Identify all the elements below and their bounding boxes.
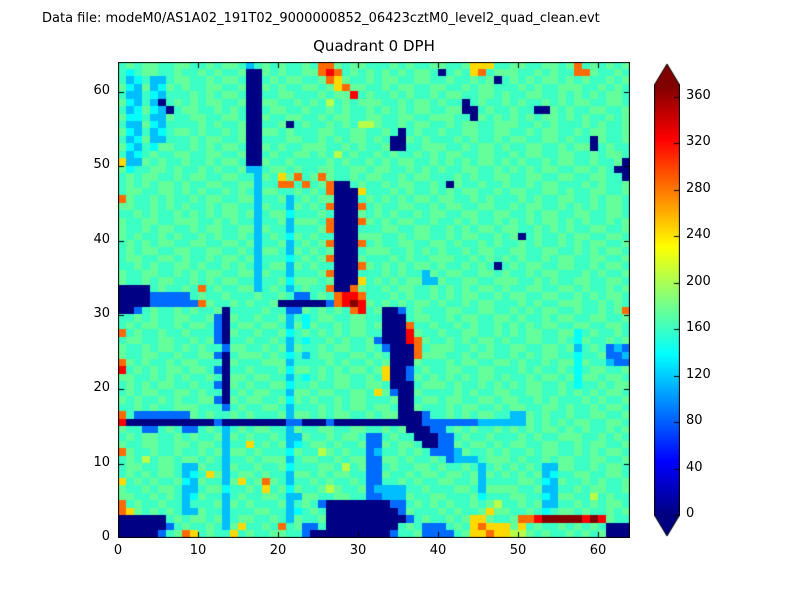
x-tick-label: 20 <box>269 543 287 558</box>
x-tick-label: 50 <box>509 543 527 558</box>
plot-title: Quadrant 0 DPH <box>313 37 435 55</box>
y-tick-label: 50 <box>93 157 110 173</box>
x-axis-tick-labels: 0 10 20 30 40 50 60 <box>114 543 630 561</box>
y-tick-label: 20 <box>93 380 110 396</box>
x-tick-label: 30 <box>349 543 367 558</box>
colorbar-tick-label: 120 <box>686 366 711 382</box>
colorbar-tick-labels: 0 40 80 120 160 200 240 280 320 360 <box>686 62 732 538</box>
colorbar-tick-label: 200 <box>686 273 711 289</box>
y-tick-label: 60 <box>93 82 110 98</box>
colorbar-tick-label: 280 <box>686 180 711 196</box>
y-tick-label: 30 <box>93 305 110 321</box>
heatmap-canvas <box>118 62 630 538</box>
x-tick-label: 10 <box>189 543 207 558</box>
x-tick-label: 0 <box>113 543 123 558</box>
colorbar-tick-label: 320 <box>686 134 711 150</box>
colorbar-tick-label: 80 <box>686 413 703 429</box>
colorbar-tick-label: 160 <box>686 320 711 336</box>
datafile-label: Data file: modeM0/AS1A02_191T02_90000008… <box>42 11 600 26</box>
y-axis-tick-labels: 0 10 20 30 40 50 60 <box>68 62 110 544</box>
colorbar-tick-label: 40 <box>686 459 703 475</box>
x-tick-label: 40 <box>429 543 447 558</box>
y-tick-label: 10 <box>93 454 110 470</box>
colorbar-tick-label: 360 <box>686 87 711 103</box>
y-tick-label: 40 <box>93 231 110 247</box>
y-tick-label: 0 <box>101 529 110 544</box>
colorbar-canvas <box>654 62 680 538</box>
colorbar-tick-label: 240 <box>686 227 711 243</box>
colorbar-tick-label: 0 <box>686 506 695 521</box>
x-tick-label: 60 <box>589 543 607 558</box>
